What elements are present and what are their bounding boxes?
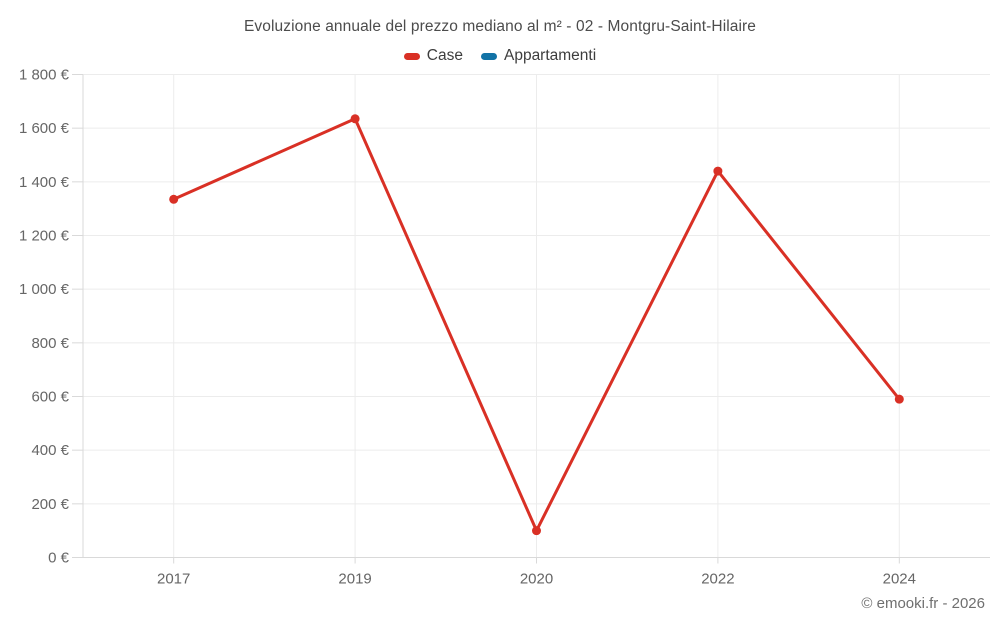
legend-swatch-case (403, 52, 420, 60)
y-tick-label: 600 € (31, 389, 69, 406)
data-point-case-2019[interactable] (350, 114, 360, 124)
y-tick-label: 1 400 € (19, 174, 70, 191)
y-tick-label: 1 600 € (19, 120, 70, 137)
data-point-case-2017[interactable] (169, 194, 179, 204)
data-point-case-2022[interactable] (713, 166, 723, 176)
y-tick-label: 400 € (31, 442, 69, 459)
y-tick-label: 800 € (31, 335, 69, 352)
legend-swatch-appartamenti (480, 52, 497, 60)
chart-title: Evoluzione annuale del prezzo mediano al… (243, 18, 757, 35)
y-tick-label: 200 € (31, 496, 69, 513)
data-point-case-2020[interactable] (532, 526, 541, 536)
x-tick-label: 2020 (520, 571, 553, 588)
y-tick-label: 1 200 € (19, 228, 70, 245)
y-tick-label: 1 000 € (19, 281, 70, 298)
x-tick-label: 2017 (157, 571, 190, 588)
legend-item-case[interactable]: Case (403, 47, 463, 65)
data-point-case-2024[interactable] (894, 394, 904, 404)
legend-label-case: Case (426, 47, 463, 64)
x-tick-label: 2022 (701, 571, 734, 588)
copyright-text: © emooki.fr - 2026 (861, 595, 985, 612)
legend-label-appartamenti: Appartamenti (503, 47, 597, 64)
y-tick-label: 1 800 € (19, 67, 70, 84)
legend: Case Appartamenti (0, 47, 1000, 65)
y-tick-label: 0 € (48, 550, 70, 567)
x-tick-label: 2019 (338, 571, 371, 588)
legend-item-appartamenti[interactable]: Appartamenti (480, 47, 597, 65)
x-tick-label: 2024 (883, 571, 916, 588)
